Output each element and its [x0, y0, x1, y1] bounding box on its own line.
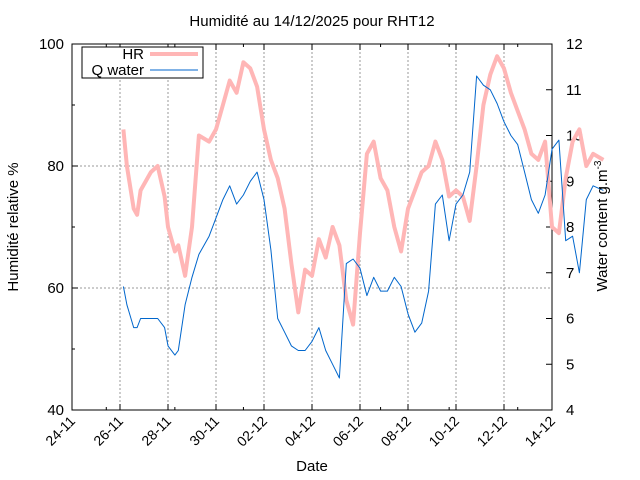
x-tick-label: 08-12 — [377, 413, 414, 450]
y-right-tick-label: 11 — [566, 82, 582, 99]
y-right-tick-label: 6 — [566, 311, 574, 328]
chart-title: Humidité au 14/12/2025 pour RHT12 — [189, 13, 434, 30]
x-tick-label: 30-11 — [186, 413, 222, 449]
legend-label-hr: HR — [122, 46, 144, 63]
y-left-tick-label: 80 — [47, 158, 64, 175]
y-axis-right-label-main: Water content g.m — [594, 169, 611, 291]
y-left-tick-label: 100 — [39, 36, 64, 53]
y-axis-right-label-sup: -3 — [593, 160, 604, 169]
x-tick-label: 28-11 — [138, 413, 174, 449]
x-tick-label: 06-12 — [329, 413, 366, 450]
legend-label-q-water: Q water — [91, 62, 144, 79]
y-left-tick-label: 60 — [47, 280, 64, 297]
series-lines — [121, 54, 605, 379]
x-tick-label: 12-12 — [473, 413, 510, 450]
y-axis-left-label: Humidité relative % — [5, 162, 22, 291]
x-tick-label: 14-12 — [521, 413, 558, 450]
y-right-tick-label: 12 — [566, 36, 583, 53]
y-axis-right-label: Water content g.m-3 — [593, 160, 611, 291]
y-right-tick-label: 8 — [566, 219, 574, 236]
grid-lines — [72, 44, 552, 410]
x-tick-label: 10-12 — [425, 413, 462, 450]
x-tick-label: 02-12 — [233, 413, 270, 450]
x-tick-label: 04-12 — [281, 413, 318, 450]
x-tick-label: 26-11 — [90, 413, 126, 449]
y-left-tick-label: 40 — [47, 402, 64, 419]
y-right-tick-label: 9 — [566, 173, 574, 190]
legend: HR Q water — [81, 46, 204, 79]
axis-ticks: 24-11 26-11 28-11 30-11 02-12 04-12 06-12 08-12… — [39, 36, 583, 449]
x-axis-label: Date — [296, 458, 328, 475]
series-line-hr — [121, 54, 605, 327]
y-right-tick-label: 5 — [566, 356, 574, 373]
y-right-tick-label: 7 — [566, 265, 574, 282]
y-right-tick-label: 4 — [566, 402, 574, 419]
series-line-q-water — [122, 75, 604, 379]
plot-frame — [71, 43, 553, 411]
